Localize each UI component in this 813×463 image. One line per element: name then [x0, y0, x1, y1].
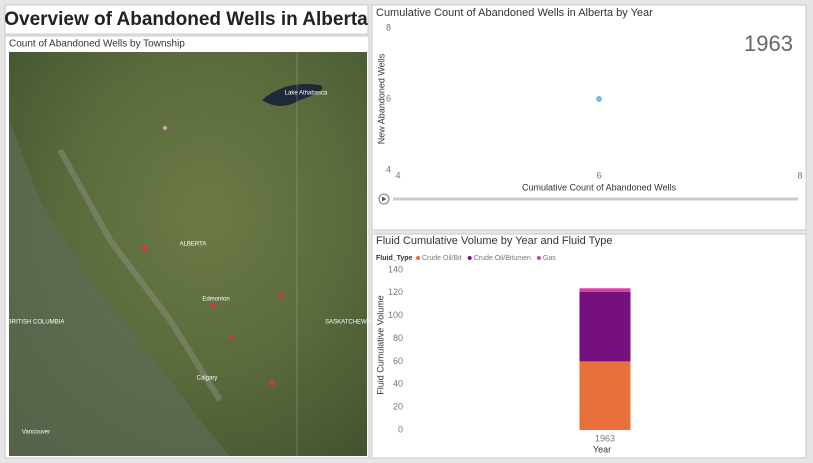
- legend-title: Fluid_Type: [376, 255, 413, 262]
- mountains: [9, 120, 230, 456]
- well-dot: [278, 293, 284, 299]
- map-title: Count of Abandoned Wells by Township: [9, 39, 185, 50]
- map-labels: Lake Athabasca ALBERTA Edmonton BRITISH …: [8, 91, 375, 436]
- ridge: [57, 148, 223, 402]
- y-tick-label: 20: [393, 402, 403, 412]
- legend-label: Crude Oil/Bitumen: [474, 255, 531, 262]
- well-dot: [142, 245, 148, 251]
- y-tick-label: 0: [398, 424, 403, 434]
- map-label: SASKATCHEWAN: [325, 320, 375, 326]
- map-label: Edmonton: [202, 297, 229, 303]
- well-dot: [229, 336, 233, 340]
- y-tick-label: 40: [393, 379, 403, 389]
- map-label: Vancouver: [22, 430, 50, 436]
- chart-title: Cumulative Count of Abandoned Wells in A…: [376, 7, 653, 19]
- well-dot: [210, 302, 216, 308]
- y-axis-label: New Abandoned Wells: [376, 53, 386, 144]
- x-tick-label: 6: [596, 170, 601, 180]
- well-dot: [163, 126, 167, 130]
- x-tick-label: 1963: [595, 433, 615, 443]
- legend-swatch: [416, 256, 420, 260]
- chart-title: Fluid Cumulative Volume by Year and Flui…: [376, 235, 612, 247]
- scatter-panel: [371, 4, 807, 231]
- y-axis-label: Fluid Cumulative Volume: [375, 295, 385, 395]
- x-axis-label: Cumulative Count of Abandoned Wells: [522, 182, 676, 192]
- y-tick-label: 60: [393, 356, 403, 366]
- bar-segment: [579, 361, 631, 430]
- y-tick-label: 120: [388, 287, 403, 297]
- legend-swatch: [467, 256, 472, 260]
- map-label: Calgary: [197, 376, 218, 382]
- well-dot: [269, 380, 275, 386]
- map-label: Lake Athabasca: [285, 91, 328, 97]
- dashboard-title: Overview of Abandoned Wells in Alberta: [4, 9, 368, 30]
- scatter-point: [596, 96, 602, 102]
- x-axis-label: Year: [593, 444, 611, 454]
- title-box: [4, 4, 369, 35]
- legend-swatch: [536, 256, 541, 260]
- map-label: ALBERTA: [180, 242, 207, 248]
- y-tick-label: 140: [388, 264, 403, 274]
- y-tick-label: 8: [386, 22, 391, 32]
- annotation: 1963: [744, 31, 793, 56]
- play-icon: [382, 196, 387, 202]
- legend-label: Crude Oil/Bit: [422, 255, 462, 262]
- x-tick-label: 4: [395, 170, 400, 180]
- x-tick-label: 8: [797, 170, 802, 180]
- lake: [262, 84, 323, 106]
- legend-label: Gas: [543, 255, 556, 262]
- y-tick-label: 80: [393, 333, 403, 343]
- y-tick-label: 6: [386, 93, 391, 103]
- map-label: BRITISH COLUMBIA: [8, 320, 65, 326]
- play-button[interactable]: [378, 193, 390, 205]
- bar-segment: [579, 291, 631, 362]
- y-tick-label: 4: [386, 164, 391, 174]
- bar-segment: [579, 288, 631, 292]
- y-tick-label: 100: [388, 310, 403, 320]
- well-dots: [142, 126, 284, 386]
